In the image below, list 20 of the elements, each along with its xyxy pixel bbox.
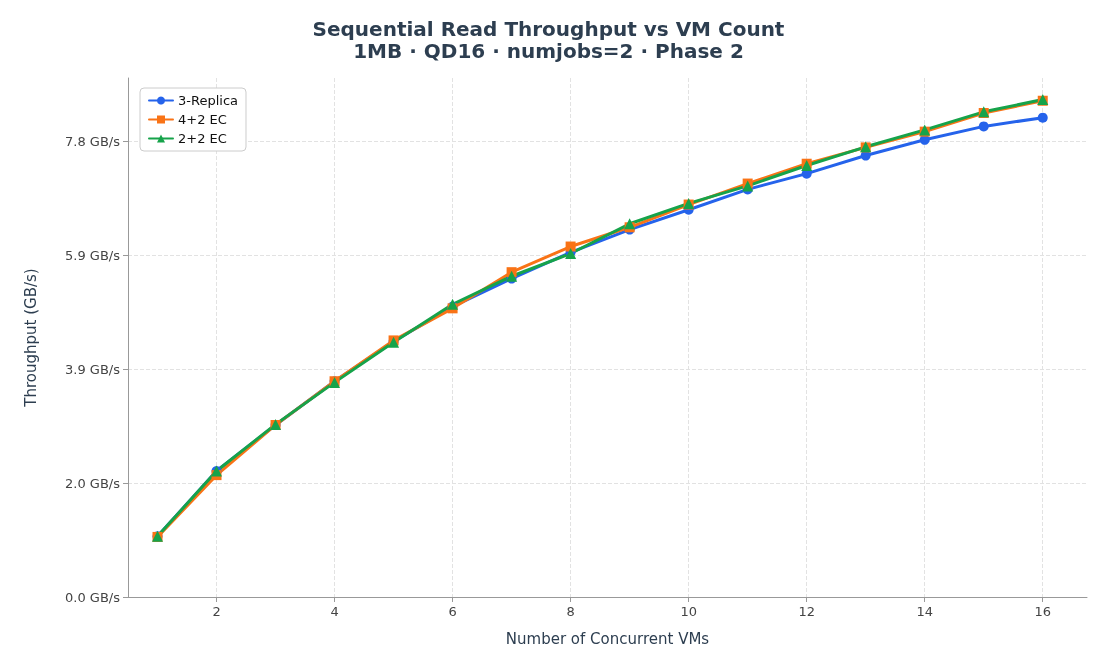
y-tick-label: 5.9 GB/s <box>65 247 121 263</box>
y-tick-label: 7.8 GB/s <box>65 133 121 149</box>
y-tick-label: 3.9 GB/s <box>65 361 121 377</box>
x-tick-label: 10 <box>680 604 697 619</box>
y-axis-title: Throughput (GB/s) <box>21 268 40 408</box>
chart-title: Sequential Read Throughput vs VM Count <box>312 17 785 41</box>
legend-label: 2+2 EC <box>178 131 227 146</box>
x-tick-label: 2 <box>212 604 221 619</box>
chart-subtitle: 1MB · QD16 · numjobs=2 · Phase 2 <box>353 39 744 63</box>
x-axis-title: Number of Concurrent VMs <box>505 629 710 648</box>
y-tick-label: 2.0 GB/s <box>65 475 121 491</box>
x-tick-label: 16 <box>1034 604 1052 619</box>
x-tick-label: 14 <box>916 604 933 619</box>
x-tick-label: 12 <box>798 604 815 619</box>
x-tick-label: 4 <box>330 604 339 619</box>
x-tick-label: 6 <box>448 604 457 619</box>
legend-label: 3-Replica <box>178 93 238 108</box>
y-tick-label: 0.0 GB/s <box>65 589 121 605</box>
x-tick-label: 8 <box>566 604 575 619</box>
legend-label: 4+2 EC <box>178 112 227 127</box>
